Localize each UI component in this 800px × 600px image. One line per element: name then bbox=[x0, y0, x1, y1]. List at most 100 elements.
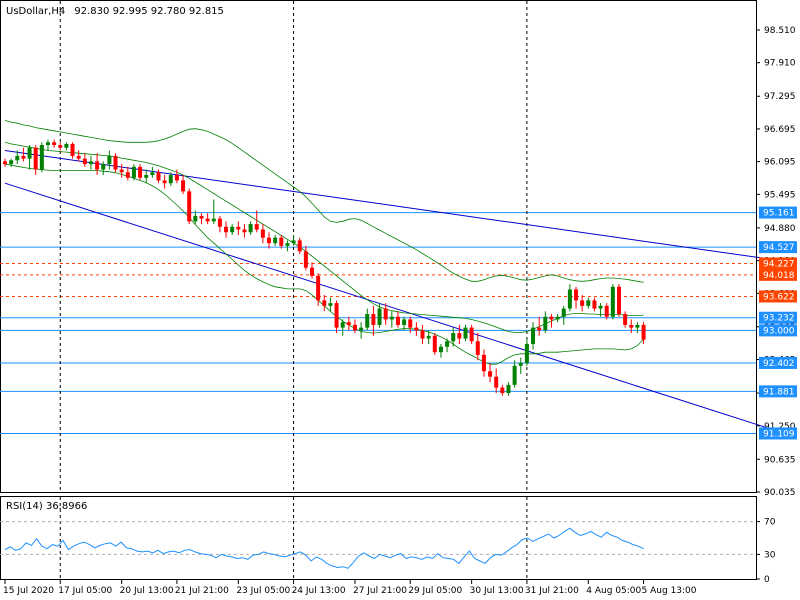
candle bbox=[537, 316, 542, 336]
candle-body bbox=[574, 289, 579, 301]
level-label-box-94.527 bbox=[759, 241, 797, 254]
candle-body bbox=[383, 308, 388, 320]
candle bbox=[131, 164, 136, 181]
candle bbox=[555, 314, 560, 323]
rsi-line bbox=[4, 527, 644, 569]
candle bbox=[224, 221, 229, 238]
candle bbox=[420, 324, 425, 344]
candle-body bbox=[463, 327, 468, 339]
candle-body bbox=[365, 314, 370, 328]
level-label-94.227: 94.227 bbox=[763, 259, 795, 269]
candle bbox=[328, 297, 333, 312]
candle bbox=[138, 164, 143, 181]
candle-body bbox=[617, 286, 621, 315]
candle bbox=[402, 316, 407, 331]
candle-body bbox=[119, 169, 124, 173]
rsi-tick-label: 0 bbox=[764, 575, 770, 585]
candle-body bbox=[64, 143, 69, 148]
candle bbox=[150, 166, 155, 178]
candle-body bbox=[39, 145, 44, 170]
rsi-indicator: 70 30 0 bbox=[0, 518, 776, 585]
candle bbox=[76, 150, 81, 162]
level-label-93.232: 93.232 bbox=[763, 314, 795, 324]
candle-body bbox=[340, 322, 345, 328]
candle-body bbox=[162, 180, 167, 184]
candle-body bbox=[291, 240, 296, 244]
candle-body bbox=[230, 226, 235, 233]
candle bbox=[346, 316, 351, 331]
candle bbox=[260, 224, 265, 244]
candle bbox=[33, 145, 38, 176]
candle-body bbox=[217, 218, 222, 227]
candle-body bbox=[174, 175, 179, 181]
candle-body bbox=[555, 316, 560, 320]
time-tick-label: 23 Jul 05:00 bbox=[236, 586, 290, 596]
candle bbox=[230, 224, 235, 235]
candle-body bbox=[113, 155, 118, 170]
candle-body bbox=[107, 155, 112, 165]
candle bbox=[371, 305, 376, 336]
time-tick-label: 5 Aug 13:00 bbox=[642, 586, 697, 596]
candle-body bbox=[236, 226, 241, 230]
candle-body bbox=[27, 147, 32, 159]
candle bbox=[592, 297, 597, 312]
candle bbox=[377, 303, 382, 328]
candle bbox=[586, 297, 591, 309]
candle-body bbox=[21, 155, 26, 159]
candle bbox=[574, 286, 579, 309]
candle bbox=[617, 284, 621, 317]
candle-body bbox=[438, 346, 443, 353]
level-label-box-93.000 bbox=[759, 324, 797, 337]
candle bbox=[291, 234, 296, 246]
time-tick-label: 4 Aug 05:00 bbox=[586, 586, 641, 596]
time-tick-label: 29 Jul 05:00 bbox=[408, 586, 462, 596]
price-tick-label: 90.635 bbox=[764, 455, 796, 465]
price-tick-label: 98.510 bbox=[764, 26, 796, 36]
time-tick-label: 15 Jul 2020 bbox=[3, 586, 54, 596]
candle bbox=[303, 245, 308, 271]
candle bbox=[359, 322, 364, 339]
candle-body bbox=[629, 324, 634, 328]
candle-body bbox=[359, 327, 364, 331]
candle-body bbox=[420, 330, 425, 339]
candle-body bbox=[426, 335, 431, 339]
level-label-box-92.402 bbox=[759, 356, 797, 369]
candle-body bbox=[623, 314, 628, 325]
candle bbox=[322, 294, 327, 312]
candle bbox=[297, 237, 302, 255]
price-tick-label: 90.035 bbox=[764, 488, 796, 498]
candle bbox=[101, 161, 106, 176]
candle bbox=[21, 147, 26, 162]
candle-body bbox=[82, 158, 87, 165]
candle bbox=[629, 319, 634, 334]
candle bbox=[3, 158, 7, 167]
bollinger-middle-line bbox=[4, 141, 644, 333]
candle-body bbox=[328, 303, 333, 306]
candle-body bbox=[267, 237, 272, 244]
level-label-box-93.622 bbox=[759, 290, 797, 303]
candle-body bbox=[211, 218, 216, 222]
candle-body bbox=[316, 275, 321, 301]
candle bbox=[187, 188, 192, 225]
candle-body bbox=[481, 354, 486, 372]
candle-body bbox=[101, 164, 106, 170]
candle bbox=[457, 324, 462, 344]
candle bbox=[481, 349, 486, 377]
price-tick-label: 96.695 bbox=[764, 125, 796, 135]
candle-body bbox=[131, 166, 136, 178]
candle-body bbox=[242, 229, 247, 233]
candle-body bbox=[346, 322, 351, 325]
candle bbox=[125, 166, 130, 181]
candle bbox=[549, 314, 554, 328]
candle bbox=[432, 333, 437, 355]
candle-body bbox=[488, 371, 493, 377]
candle bbox=[463, 324, 468, 342]
candle-body bbox=[310, 267, 314, 276]
candle bbox=[70, 142, 75, 159]
rsi-label: RSI(14) 36.8966 bbox=[6, 501, 87, 512]
candle-body bbox=[138, 166, 143, 178]
candle-body bbox=[297, 240, 302, 252]
level-label-box-91.109 bbox=[759, 427, 797, 440]
candle-body bbox=[199, 215, 204, 219]
